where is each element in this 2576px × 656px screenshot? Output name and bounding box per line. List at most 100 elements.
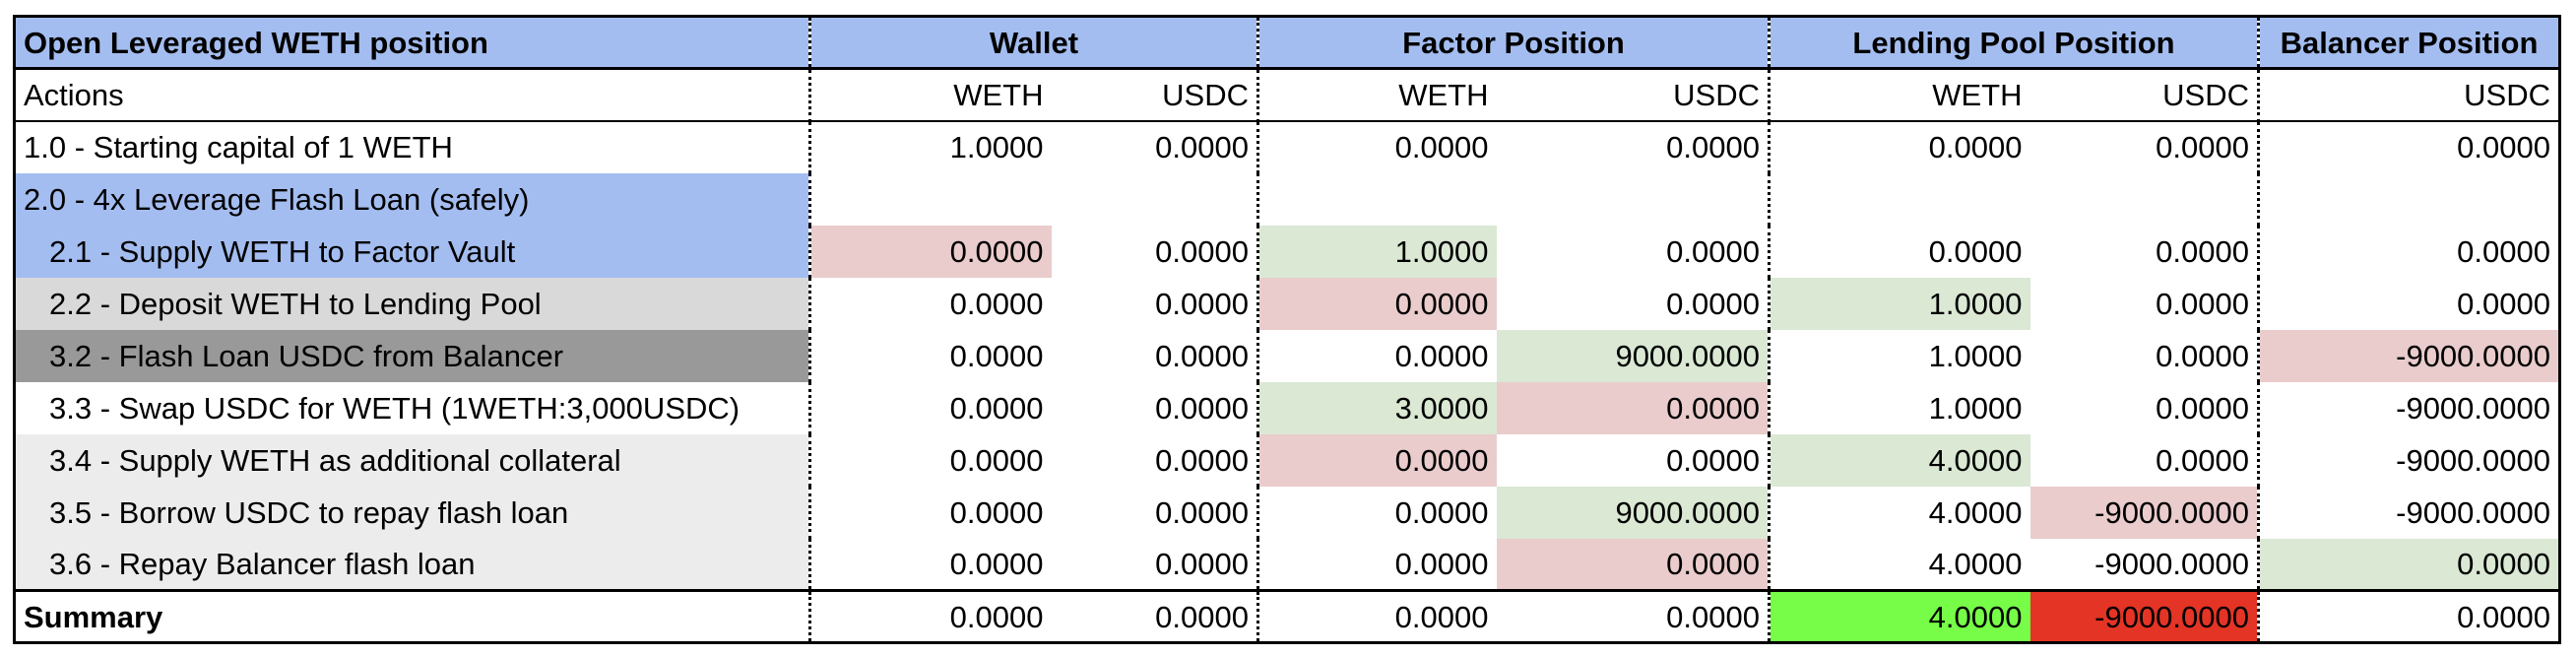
summary-cell[interactable]: 0.0000 xyxy=(1496,589,1771,643)
table-cell[interactable]: -9000.0000 xyxy=(2029,486,2260,539)
column-header-usdc[interactable]: USDC xyxy=(2258,68,2560,122)
summary-cell[interactable]: -9000.0000 xyxy=(2029,589,2260,643)
table-cell[interactable]: 0.0000 xyxy=(1496,277,1771,330)
column-header-weth[interactable]: WETH xyxy=(809,68,1052,122)
table-cell[interactable]: -9000.0000 xyxy=(2258,329,2560,382)
table-cell[interactable]: 0.0000 xyxy=(949,494,1044,530)
table-cell[interactable]: 0.0000 xyxy=(1051,381,1259,434)
table-cell[interactable]: 0.0000 xyxy=(1394,130,1489,164)
table-cell[interactable]: 0.0000 xyxy=(2029,329,2260,382)
table-cell[interactable]: 0.0000 xyxy=(2029,277,2260,330)
table-cell[interactable]: 0.0000 xyxy=(1394,494,1489,530)
table-cell[interactable]: 0.0000 xyxy=(1928,130,2023,164)
table-cell[interactable]: 0.0000 xyxy=(1496,381,1771,434)
table-cell[interactable]: 0.0000 xyxy=(949,546,1044,581)
table-cell[interactable]: 0.0000 xyxy=(809,225,1052,278)
actions-header[interactable]: Actions xyxy=(14,68,811,122)
table-cell[interactable]: 0.0000 xyxy=(1394,546,1489,581)
table-cell[interactable]: 9000.0000 xyxy=(1496,329,1771,382)
group-header-factor-position[interactable]: Factor Position xyxy=(1257,16,1771,70)
summary-cell[interactable]: 4.0000 xyxy=(1769,589,2030,643)
table-row: 2.1 - Supply WETH to Factor Vault 0.0000 0… xyxy=(14,225,2560,278)
table-cell[interactable]: 4.0000 xyxy=(1928,546,2023,581)
table-cell[interactable]: 1.0000 xyxy=(1928,390,2023,426)
table-cell[interactable]: 0.0000 xyxy=(2029,120,2260,173)
table-cell[interactable]: 0.0000 xyxy=(2457,233,2550,269)
table-cell[interactable]: 0.0000 xyxy=(2029,225,2260,278)
summary-cell[interactable]: 0.0000 xyxy=(1051,589,1259,643)
title-row: Open Leveraged WETH position Wallet Fact… xyxy=(14,16,2560,70)
summary-label[interactable]: Summary xyxy=(14,589,811,643)
table-cell[interactable]: 4.0000 xyxy=(1928,494,2023,530)
table-cell[interactable]: -9000.0000 xyxy=(2029,538,2260,591)
summary-cell[interactable]: 0.0000 xyxy=(2258,589,2560,643)
table-cell[interactable]: 0.0000 xyxy=(1496,433,1771,487)
summary-cell[interactable]: 0.0000 xyxy=(809,589,1052,643)
table-cell[interactable]: 1.0000 xyxy=(949,130,1044,164)
column-header-weth[interactable]: WETH xyxy=(1257,68,1497,122)
row-label[interactable]: 3.5 - Borrow USDC to repay flash loan xyxy=(14,486,811,539)
table-cell[interactable]: 0.0000 xyxy=(1051,225,1259,278)
column-header-row: Actions WETH USDC WETH USDC WETH USDC USDC xyxy=(14,68,2560,122)
table-cell[interactable]: 0.0000 xyxy=(949,338,1044,373)
row-label[interactable]: 2.2 - Deposit WETH to Lending Pool xyxy=(14,277,811,330)
table-row: 2.0 - 4x Leverage Flash Loan (safely) xyxy=(14,172,2560,226)
table-cell[interactable] xyxy=(1258,173,1497,226)
table-cell[interactable]: 0.0000 xyxy=(1051,486,1259,539)
table-cell[interactable] xyxy=(1051,172,1259,226)
table-cell[interactable] xyxy=(810,173,1052,226)
table-cell[interactable]: 3.0000 xyxy=(1257,381,1497,434)
table-cell[interactable] xyxy=(2029,172,2260,226)
table-cell[interactable]: 0.0000 xyxy=(949,286,1044,321)
table-cell[interactable]: 0.0000 xyxy=(1051,277,1259,330)
table-cell[interactable]: 1.0000 xyxy=(1928,338,2023,373)
column-header-weth[interactable]: WETH xyxy=(1769,68,2030,122)
weth-position-table: Open Leveraged WETH position Wallet Fact… xyxy=(13,15,2561,644)
table-cell[interactable]: -9000.0000 xyxy=(2396,494,2550,530)
table-cell[interactable]: 0.0000 xyxy=(1051,433,1259,487)
table-cell[interactable]: 1.0000 xyxy=(1257,225,1497,278)
row-label[interactable]: 1.0 - Starting capital of 1 WETH xyxy=(14,120,811,173)
row-label[interactable]: 2.1 - Supply WETH to Factor Vault xyxy=(14,225,811,278)
column-header-usdc[interactable]: USDC xyxy=(2029,68,2260,122)
group-header-balancer-position[interactable]: Balancer Position xyxy=(2258,16,2560,70)
group-header-lending-pool-position[interactable]: Lending Pool Position xyxy=(1769,16,2260,70)
table-cell[interactable] xyxy=(1770,173,2030,226)
table-cell[interactable]: 0.0000 xyxy=(1257,277,1497,330)
table-cell[interactable]: 0.0000 xyxy=(949,390,1044,426)
table-cell[interactable]: 0.0000 xyxy=(1496,538,1771,591)
table-row: 3.3 - Swap USDC for WETH (1WETH:3,000USD… xyxy=(14,381,2560,434)
table-cell[interactable]: -9000.0000 xyxy=(2396,390,2550,426)
table-cell[interactable]: 0.0000 xyxy=(2029,433,2260,487)
table-cell[interactable]: 0.0000 xyxy=(1496,120,1771,173)
table-cell[interactable] xyxy=(1496,172,1771,226)
table-cell[interactable]: 0.0000 xyxy=(1496,225,1771,278)
summary-cell[interactable]: 0.0000 xyxy=(1257,589,1497,643)
table-cell[interactable]: 0.0000 xyxy=(1051,329,1259,382)
table-cell[interactable]: 0.0000 xyxy=(1928,233,2023,269)
group-header-wallet[interactable]: Wallet xyxy=(809,16,1259,70)
table-title[interactable]: Open Leveraged WETH position xyxy=(14,16,811,70)
table-cell[interactable]: -9000.0000 xyxy=(2396,442,2550,478)
table-cell[interactable]: 4.0000 xyxy=(1769,433,2030,487)
table-cell[interactable]: 0.0000 xyxy=(1051,120,1259,173)
table-cell[interactable]: 1.0000 xyxy=(1769,277,2030,330)
column-header-usdc[interactable]: USDC xyxy=(1496,68,1771,122)
row-label[interactable]: 3.3 - Swap USDC for WETH (1WETH:3,000USD… xyxy=(14,381,811,434)
summary-row: Summary 0.0000 0.0000 0.0000 0.0000 4.0000 -90… xyxy=(14,589,2560,643)
table-cell[interactable]: 0.0000 xyxy=(2029,381,2260,434)
table-cell[interactable]: 0.0000 xyxy=(2457,286,2550,321)
table-cell[interactable]: 0.0000 xyxy=(1051,538,1259,591)
row-label[interactable]: 3.4 - Supply WETH as additional collater… xyxy=(14,433,811,487)
table-cell[interactable] xyxy=(2259,173,2560,226)
table-cell[interactable]: 0.0000 xyxy=(1257,433,1497,487)
table-cell[interactable]: 0.0000 xyxy=(949,442,1044,478)
table-cell[interactable]: 0.0000 xyxy=(1394,338,1489,373)
table-cell[interactable]: 0.0000 xyxy=(2258,538,2560,591)
table-cell[interactable]: 9000.0000 xyxy=(1496,486,1771,539)
row-label[interactable]: 2.0 - 4x Leverage Flash Loan (safely) xyxy=(14,172,811,226)
row-label[interactable]: 3.6 - Repay Balancer flash loan xyxy=(14,538,811,591)
column-header-usdc[interactable]: USDC xyxy=(1051,68,1259,122)
table-cell[interactable]: 0.0000 xyxy=(2457,130,2550,164)
row-label[interactable]: 3.2 - Flash Loan USDC from Balancer xyxy=(14,329,811,382)
